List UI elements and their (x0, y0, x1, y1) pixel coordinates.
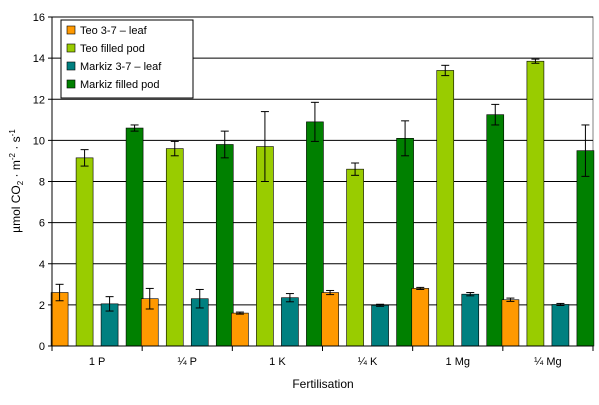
bar (461, 293, 480, 347)
legend-label: Teo filled pod (80, 43, 145, 55)
y-axis-title-sup1: -2 (8, 152, 17, 160)
bar (551, 304, 570, 347)
x-axis-title: Fertilisation (292, 377, 353, 391)
y-tick-label: 0 (39, 341, 45, 353)
y-tick-label: 8 (39, 177, 45, 189)
y-axis-title-prefix: µmol CO (9, 185, 23, 233)
bar (436, 70, 455, 347)
y-axis-title-mid: · m (9, 160, 23, 181)
bar (396, 138, 414, 347)
tick-labels: 0 2 4 6 8 10 12 14 16 1 P ¼ P 1 K ¼ K 1 Mg ¼ Mg (33, 12, 562, 368)
y-tick-label: 2 (39, 300, 45, 312)
y-axis-title-mid2: · s (9, 136, 23, 153)
legend-swatch (66, 61, 76, 71)
legend-item: Teo filled pod (66, 43, 145, 55)
y-tick-label: 10 (33, 135, 45, 147)
bar (346, 168, 364, 347)
bar (576, 150, 595, 347)
bar (231, 312, 249, 347)
y-tick-label: 16 (33, 12, 45, 24)
bar (215, 144, 234, 347)
legend-item: Teo 3-7 – leaf (66, 25, 148, 37)
bar (281, 297, 299, 347)
y-tick-label: 14 (33, 53, 45, 65)
x-tick-label: 1 P (89, 356, 106, 368)
bar (165, 148, 184, 347)
legend-swatch (66, 25, 76, 35)
legend: Teo 3-7 – leaf Teo filled pod Markiz 3-7… (60, 19, 194, 99)
y-tick-label: 12 (33, 94, 45, 106)
x-tick-label: ¼ Mg (534, 356, 562, 368)
legend-item: Markiz 3-7 – leaf (66, 61, 162, 73)
y-axis-title-sup2: -1 (8, 129, 17, 137)
axes (48, 16, 594, 351)
legend-label: Teo 3-7 – leaf (80, 25, 148, 37)
bar (321, 292, 339, 347)
x-tick-label: 1 K (269, 356, 286, 368)
bars (50, 58, 595, 347)
x-tick-label: ¼ K (358, 356, 378, 368)
bar (526, 60, 545, 347)
bar (125, 127, 144, 347)
y-tick-label: 4 (39, 259, 45, 271)
legend-label: Markiz 3-7 – leaf (80, 61, 162, 73)
legend-box (60, 19, 194, 99)
bar (371, 304, 389, 347)
y-axis-title: µmol CO2 · m-2 · s-1 (8, 129, 25, 233)
x-tick-label: ¼ P (177, 356, 197, 368)
bar (501, 299, 520, 347)
legend-item: Markiz filled pod (66, 79, 159, 91)
bar (486, 114, 505, 347)
y-tick-label: 6 (39, 218, 45, 230)
x-tick-label: 1 Mg (446, 356, 470, 368)
legend-label: Markiz filled pod (80, 79, 159, 91)
legend-swatch (66, 43, 76, 53)
bar (75, 157, 94, 347)
y-axis-title-sub: 2 (16, 180, 25, 185)
bar (306, 121, 324, 347)
bar (411, 288, 430, 347)
legend-swatch (66, 79, 76, 89)
